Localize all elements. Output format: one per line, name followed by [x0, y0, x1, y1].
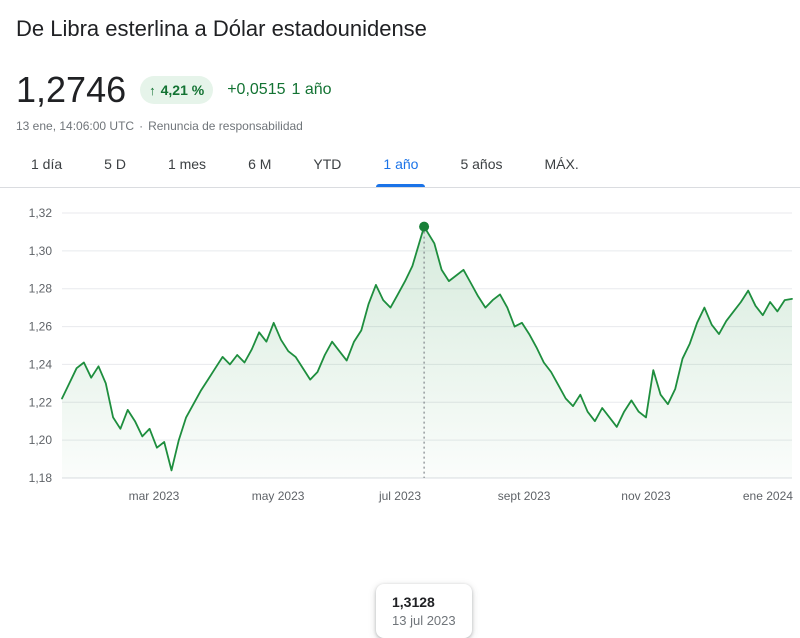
x-axis-label: jul 2023: [378, 489, 421, 503]
x-axis-label: ene 2024: [743, 489, 793, 503]
tab-1-ano[interactable]: 1 año: [362, 146, 439, 187]
y-axis-label: 1,18: [29, 471, 53, 485]
tab-1-dia[interactable]: 1 día: [10, 146, 83, 187]
chart-area-fill: [62, 226, 792, 478]
y-axis-label: 1,30: [29, 244, 53, 258]
y-axis-label: 1,26: [29, 320, 53, 334]
arrow-up-icon: ↑: [149, 82, 156, 98]
tooltip-date: 13 jul 2023: [392, 613, 456, 628]
y-axis-label: 1,20: [29, 433, 53, 447]
marker-dot: [419, 221, 430, 232]
change-absolute: +0,0515: [227, 81, 286, 98]
change-percent: 4,21 %: [160, 82, 205, 98]
page-title: De Libra esterlina a Dólar estadounidens…: [16, 16, 427, 41]
price-chart[interactable]: 1,32 1,30 1,28 1,26 1,24 1,22 1,20 1,18 mar 2023…: [0, 195, 800, 638]
disclaimer-link[interactable]: Renuncia de responsabilidad: [148, 119, 303, 133]
chart-tooltip: 1,3128 13 jul 2023: [376, 584, 472, 638]
change-badge: ↑ 4,21 %: [140, 76, 214, 104]
tab-max[interactable]: MÁX.: [524, 146, 600, 187]
y-axis-label: 1,24: [29, 357, 53, 371]
y-axis-label: 1,22: [29, 395, 53, 409]
price-line: [61, 225, 793, 472]
current-price: 1,2746: [16, 69, 127, 110]
change-group: +0,0515 1 año: [227, 81, 331, 99]
tooltip-value: 1,3128: [392, 594, 435, 610]
tab-ytd[interactable]: YTD: [292, 146, 362, 187]
y-axis-label: 1,28: [29, 282, 53, 296]
y-axis-label: 1,32: [29, 206, 53, 220]
tab-1-mes[interactable]: 1 mes: [147, 146, 227, 187]
x-axis-label: nov 2023: [621, 489, 671, 503]
timestamp: 13 ene, 14:06:00 UTC: [16, 119, 135, 133]
x-axis-label: may 2023: [252, 489, 305, 503]
price-row: 1,2746 ↑ 4,21 % +0,0515 1 año: [16, 70, 784, 110]
tab-6m[interactable]: 6 M: [227, 146, 292, 187]
tab-5-anos[interactable]: 5 años: [439, 146, 523, 187]
chart-svg: 1,32 1,30 1,28 1,26 1,24 1,22 1,20 1,18 mar 2023…: [29, 206, 794, 503]
change-period: 1 año: [291, 81, 332, 98]
x-axis-label: mar 2023: [129, 489, 180, 503]
separator-dot: ·: [139, 119, 144, 133]
tab-5d[interactable]: 5 D: [83, 146, 147, 187]
meta-row: 13 ene, 14:06:00 UTC · Renuncia de respo…: [16, 119, 784, 133]
time-range-tabs: 1 día 5 D 1 mes 6 M YTD 1 año 5 años MÁX…: [0, 146, 800, 188]
x-axis-label: sept 2023: [498, 489, 551, 503]
header: De Libra esterlina a Dólar estadounidens…: [0, 0, 800, 133]
